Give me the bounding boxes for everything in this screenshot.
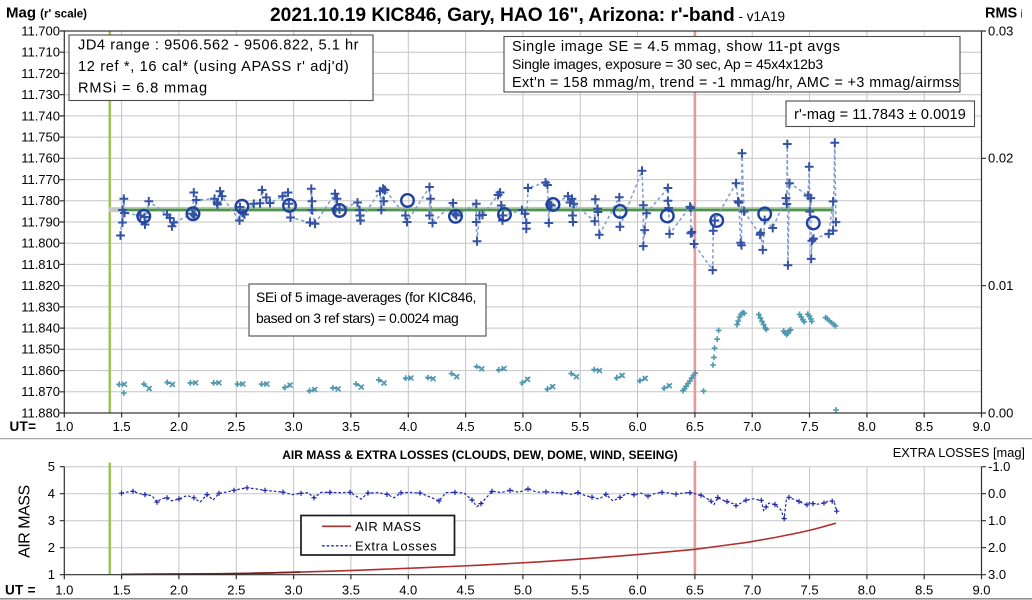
svg-text:11.810: 11.810: [21, 257, 60, 272]
svg-text:0.01: 0.01: [988, 278, 1013, 293]
svg-text:11.720: 11.720: [21, 66, 60, 81]
svg-text:11.830: 11.830: [21, 299, 60, 314]
svg-text:2021.10.19 KIC846, Gary, HAO 1: 2021.10.19 KIC846, Gary, HAO 16", Arizon…: [270, 5, 785, 26]
svg-text:11.770: 11.770: [21, 172, 60, 187]
svg-text:3: 3: [48, 513, 55, 528]
svg-text:4.5: 4.5: [457, 583, 475, 598]
svg-text:SEi of 5 image-averages (for K: SEi of 5 image-averages (for KIC846,: [256, 289, 476, 305]
svg-text:9.0: 9.0: [972, 583, 990, 598]
svg-text:12 ref *, 16 cal* (using APASS: 12 ref *, 16 cal* (using APASS r' adj'd): [78, 59, 349, 75]
svg-text:11.740: 11.740: [21, 108, 60, 123]
svg-text:11.880: 11.880: [21, 405, 60, 420]
svg-text:11.710: 11.710: [21, 45, 60, 60]
svg-text:2.0: 2.0: [170, 583, 188, 598]
svg-text:11.750: 11.750: [21, 130, 60, 145]
svg-text:based on 3 ref stars) = 0.0024: based on 3 ref stars) = 0.0024 mag: [256, 310, 458, 326]
svg-text:AIR MASS & EXTRA LOSSES (CLOUD: AIR MASS & EXTRA LOSSES (CLOUDS, DEW, DO…: [282, 448, 678, 462]
svg-text:4.0: 4.0: [399, 583, 417, 598]
svg-text:8.0: 8.0: [858, 419, 876, 434]
svg-text:Mag (r' scale): Mag (r' scale): [6, 5, 87, 22]
svg-text:2.0: 2.0: [988, 540, 1006, 555]
svg-text:1.0: 1.0: [55, 419, 73, 434]
svg-text:5.5: 5.5: [571, 419, 589, 434]
svg-text:2.5: 2.5: [227, 419, 245, 434]
svg-text:JD4 range : 9506.562 - 9506.82: JD4 range : 9506.562 - 9506.822, 5.1 hr: [78, 38, 359, 54]
svg-text:3.0: 3.0: [988, 567, 1006, 582]
svg-text:8.5: 8.5: [915, 419, 933, 434]
svg-text:1.0: 1.0: [988, 513, 1006, 528]
svg-text:Single image SE = 4.5 mmag, sh: Single image SE = 4.5 mmag, show 11-pt a…: [512, 39, 841, 55]
svg-text:3.5: 3.5: [342, 583, 360, 598]
svg-text:UT=: UT=: [10, 419, 37, 434]
svg-text:0.0: 0.0: [988, 486, 1006, 501]
svg-text:Single images, exposure = 30 s: Single images, exposure = 30 sec, Ap = 4…: [512, 56, 823, 72]
svg-text:-1.0: -1.0: [988, 459, 1010, 474]
svg-text:4.5: 4.5: [457, 419, 475, 434]
svg-text:11.730: 11.730: [21, 87, 60, 102]
svg-text:RMSi = 6.8 mmag: RMSi = 6.8 mmag: [78, 81, 208, 97]
svg-text:11.870: 11.870: [21, 384, 60, 399]
svg-text:6.5: 6.5: [686, 583, 704, 598]
svg-text:4: 4: [48, 486, 55, 501]
svg-text:11.840: 11.840: [21, 321, 60, 336]
svg-text:1: 1: [48, 567, 55, 582]
svg-text:5.0: 5.0: [514, 419, 532, 434]
svg-text:AIR MASS: AIR MASS: [355, 519, 422, 534]
svg-text:3.5: 3.5: [342, 419, 360, 434]
svg-text:11.780: 11.780: [21, 193, 60, 208]
svg-text:7.0: 7.0: [743, 419, 761, 434]
svg-text:6.5: 6.5: [686, 419, 704, 434]
svg-text:8.5: 8.5: [915, 583, 933, 598]
svg-text:AIR MASS: AIR MASS: [17, 485, 34, 557]
svg-text:7.0: 7.0: [743, 583, 761, 598]
svg-text:r'-mag = 11.7843 ± 0.0019: r'-mag = 11.7843 ± 0.0019: [794, 107, 966, 123]
svg-text:UT =: UT =: [5, 583, 36, 598]
svg-text:11.860: 11.860: [21, 363, 60, 378]
svg-text:11.760: 11.760: [21, 151, 60, 166]
svg-text:2: 2: [48, 540, 55, 555]
svg-text:11.700: 11.700: [21, 23, 60, 38]
svg-text:1.5: 1.5: [113, 583, 131, 598]
svg-text:11.790: 11.790: [21, 214, 60, 229]
svg-text:Extra Losses: Extra Losses: [355, 538, 437, 553]
svg-text:0.03: 0.03: [988, 23, 1013, 38]
svg-text:1.5: 1.5: [113, 419, 131, 434]
svg-text:0.00: 0.00: [988, 405, 1013, 420]
svg-text:2.5: 2.5: [227, 583, 245, 598]
svg-text:11.820: 11.820: [21, 278, 60, 293]
svg-text:4.0: 4.0: [399, 419, 417, 434]
svg-text:5.0: 5.0: [514, 583, 532, 598]
svg-text:5: 5: [48, 459, 55, 474]
svg-text:11.800: 11.800: [21, 236, 60, 251]
svg-text:Ext'n = 158 mmag/m, trend = -1: Ext'n = 158 mmag/m, trend = -1 mmag/hr, …: [512, 75, 960, 91]
svg-text:EXTRA LOSSES [mag]: EXTRA LOSSES [mag]: [893, 445, 1025, 460]
svg-text:RMS i: RMS i: [985, 6, 1023, 22]
svg-text:5.5: 5.5: [571, 583, 589, 598]
svg-text:9.0: 9.0: [972, 419, 990, 434]
svg-text:7.5: 7.5: [800, 419, 818, 434]
svg-text:0.02: 0.02: [988, 151, 1013, 166]
svg-text:3.0: 3.0: [285, 419, 303, 434]
svg-text:8.0: 8.0: [858, 583, 876, 598]
svg-text:6.0: 6.0: [629, 419, 647, 434]
svg-text:2.0: 2.0: [170, 419, 188, 434]
svg-text:7.5: 7.5: [800, 583, 818, 598]
svg-text:1.0: 1.0: [55, 583, 73, 598]
svg-text:3.0: 3.0: [285, 583, 303, 598]
svg-text:11.850: 11.850: [21, 342, 60, 357]
svg-text:6.0: 6.0: [629, 583, 647, 598]
